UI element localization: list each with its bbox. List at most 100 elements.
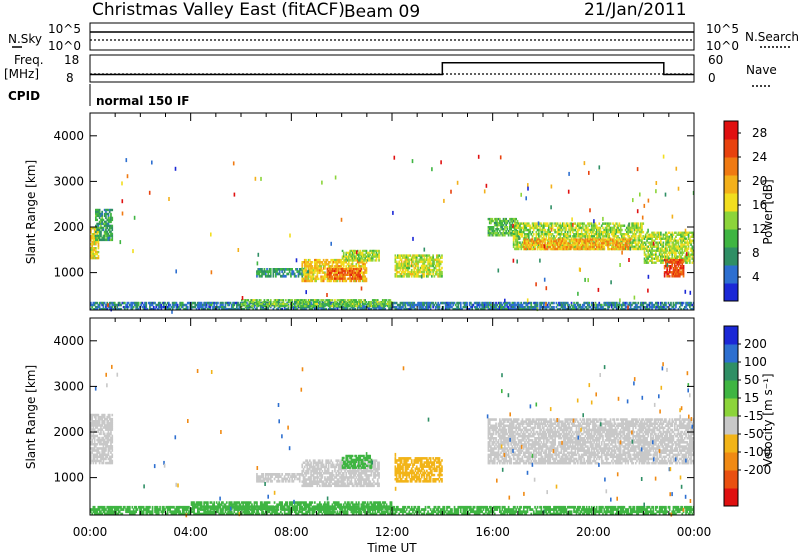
echo-cell bbox=[539, 243, 541, 246]
echo-cell bbox=[101, 228, 103, 232]
echo-cell bbox=[342, 259, 345, 262]
echo-cell bbox=[541, 230, 544, 234]
echo-cell bbox=[658, 259, 661, 262]
echo-cell bbox=[655, 235, 657, 238]
echo-cell bbox=[97, 208, 100, 212]
echo-cell bbox=[680, 255, 682, 258]
echo-cell bbox=[683, 243, 686, 246]
echo-cell bbox=[544, 240, 546, 243]
echo-cell bbox=[426, 256, 428, 259]
echo-cell bbox=[438, 266, 441, 270]
echo-cell bbox=[609, 226, 612, 230]
echo-cell bbox=[336, 271, 339, 274]
echo-cell bbox=[410, 273, 413, 276]
echo-cell bbox=[517, 307, 520, 311]
echo-cell bbox=[402, 254, 404, 257]
echo-cell bbox=[499, 230, 501, 233]
echo-cell bbox=[631, 224, 633, 227]
echo-cell bbox=[373, 249, 375, 253]
echo-cell bbox=[683, 235, 686, 238]
echo-cell bbox=[160, 305, 163, 309]
echo-cell bbox=[510, 224, 512, 227]
echo-cell bbox=[587, 303, 589, 307]
echo-cell bbox=[267, 270, 270, 273]
echo-cell bbox=[402, 270, 404, 274]
echo-cell bbox=[660, 247, 662, 250]
echo-cell bbox=[648, 237, 651, 240]
echo-cell bbox=[337, 271, 340, 275]
echo-cell bbox=[186, 307, 189, 311]
echo-cell bbox=[427, 268, 429, 272]
echo-cell bbox=[341, 269, 344, 273]
echo-cell bbox=[677, 261, 680, 264]
echo-cell bbox=[321, 275, 324, 278]
echo-cell bbox=[636, 307, 638, 311]
echo-cell bbox=[209, 303, 212, 307]
echo-cell bbox=[398, 303, 400, 307]
echo-cell bbox=[292, 305, 295, 309]
echo-cell bbox=[681, 263, 684, 266]
echo-cell bbox=[303, 267, 306, 270]
echo-cell bbox=[691, 235, 694, 238]
echo-cell bbox=[570, 228, 573, 232]
echo-cell bbox=[577, 228, 579, 232]
echo-cell bbox=[663, 251, 666, 254]
echo-cell bbox=[314, 263, 316, 266]
echo-cell bbox=[399, 307, 402, 311]
echo-cell bbox=[536, 247, 539, 251]
echo-cell bbox=[348, 255, 350, 258]
echo-cell bbox=[236, 307, 238, 311]
echo-cell bbox=[481, 301, 483, 305]
echo-cell bbox=[90, 250, 92, 254]
echo-cell bbox=[117, 307, 120, 311]
echo-cell bbox=[429, 258, 432, 261]
echo-cell bbox=[631, 222, 633, 225]
echo-cell bbox=[465, 303, 467, 307]
echo-cell bbox=[583, 307, 585, 311]
echo-cell bbox=[680, 241, 682, 244]
echo-cell bbox=[565, 233, 568, 236]
echo-cell bbox=[486, 301, 489, 305]
echo-cell bbox=[651, 259, 653, 262]
echo-cell bbox=[673, 273, 676, 276]
cpid-label: CPID bbox=[8, 89, 40, 103]
echo-cell bbox=[364, 275, 366, 278]
echo-cell bbox=[344, 255, 346, 258]
echo-cell bbox=[536, 233, 539, 236]
echo-cell bbox=[256, 307, 258, 311]
echo-cell bbox=[320, 275, 322, 278]
echo-cell bbox=[660, 243, 662, 246]
echo-cell bbox=[419, 268, 422, 272]
echo-cell bbox=[524, 242, 526, 245]
echo-cell bbox=[402, 266, 404, 270]
echo-cell bbox=[110, 234, 112, 238]
echo-cell bbox=[587, 245, 589, 249]
echo-cell bbox=[252, 302, 254, 306]
echo-cell bbox=[516, 222, 519, 225]
echo-cell bbox=[633, 230, 636, 234]
echo-cell bbox=[686, 239, 689, 242]
echo-cell bbox=[566, 303, 569, 307]
echo-cell bbox=[675, 235, 677, 238]
echo-cell bbox=[652, 305, 655, 309]
echo-cell bbox=[354, 277, 356, 280]
echo-cell bbox=[633, 228, 636, 232]
echo-cell bbox=[577, 224, 579, 227]
echo-cell bbox=[660, 257, 662, 260]
echo-cell bbox=[487, 226, 490, 229]
echo-cell bbox=[364, 307, 366, 311]
echo-cell bbox=[358, 271, 360, 275]
echo-cell bbox=[585, 228, 588, 232]
echo-cell bbox=[341, 261, 344, 264]
echo-cell bbox=[540, 246, 543, 249]
echo-cell bbox=[301, 277, 304, 281]
echo-cell bbox=[553, 241, 555, 244]
echo-cell bbox=[356, 253, 359, 256]
echo-cell bbox=[570, 224, 573, 227]
echo-cell bbox=[263, 307, 266, 311]
echo-cell bbox=[673, 261, 676, 264]
echo-cell bbox=[145, 307, 148, 311]
echo-cell bbox=[636, 303, 638, 307]
echo-cell bbox=[588, 241, 590, 244]
echo-cell bbox=[495, 234, 497, 237]
